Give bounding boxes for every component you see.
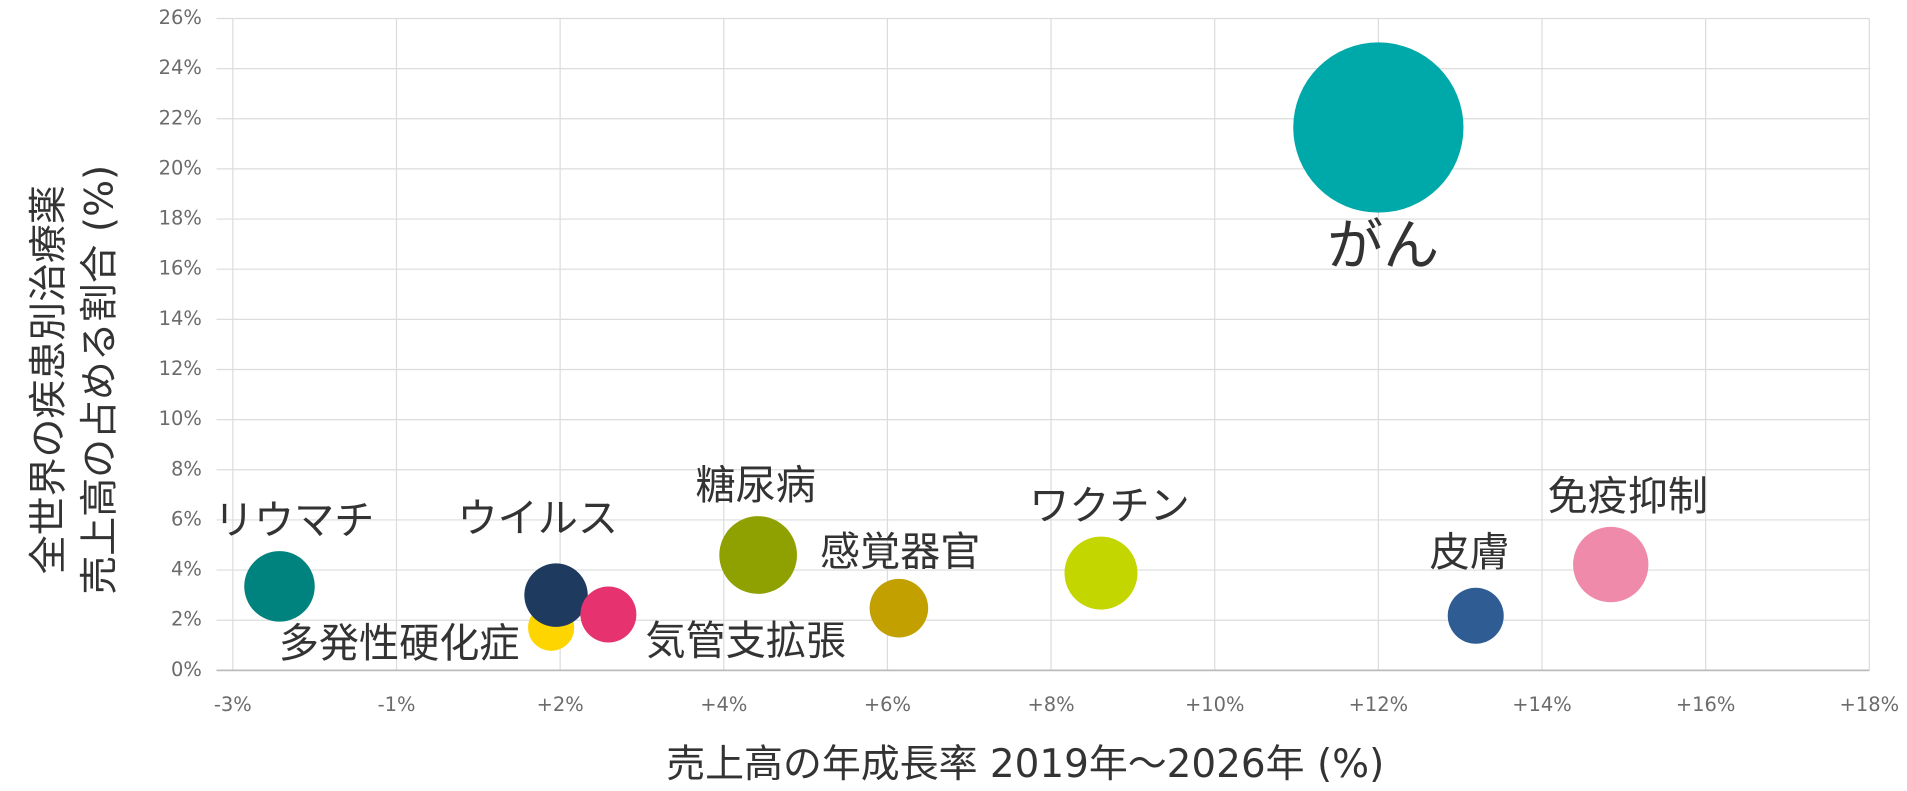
bubble-label: 糖尿病 xyxy=(696,463,816,509)
bubble-label: 免疫抑制 xyxy=(1548,474,1709,520)
y-tick-label: 18% xyxy=(159,207,202,230)
y-tick-label: 4% xyxy=(171,558,202,581)
bubble-label: 皮膚 xyxy=(1430,530,1510,576)
bubble xyxy=(524,563,588,627)
y-tick-label: 12% xyxy=(159,357,202,380)
bubble xyxy=(719,516,797,594)
bubble-label: ワクチン xyxy=(1029,484,1190,530)
bubble xyxy=(244,551,315,622)
x-tick-label: +14% xyxy=(1512,693,1572,716)
y-tick-label: 20% xyxy=(159,156,202,179)
bubble xyxy=(1293,42,1464,213)
bubble-label: ウイルス xyxy=(458,496,619,542)
bubble xyxy=(1447,587,1504,644)
bubble xyxy=(580,586,637,643)
y-tick-label: 14% xyxy=(159,307,202,330)
y-tick-label: 10% xyxy=(159,407,202,430)
y-axis-title: 売上高の占める割合 (%) xyxy=(78,165,123,595)
y-tick-label: 8% xyxy=(171,457,202,480)
y-tick-label: 16% xyxy=(159,257,202,280)
x-tick-label: +18% xyxy=(1840,693,1900,716)
x-tick-label: -3% xyxy=(214,693,252,716)
bubble xyxy=(1064,536,1138,610)
x-tick-label: +2% xyxy=(537,693,584,716)
bubble-label: がん xyxy=(1327,213,1439,278)
bubble-label: リウマチ xyxy=(214,498,374,544)
y-tick-label: 22% xyxy=(159,106,202,129)
bubble xyxy=(869,578,929,638)
bubble xyxy=(1573,526,1649,603)
y-tick-label: 2% xyxy=(171,608,202,631)
x-tick-label: -1% xyxy=(378,693,416,716)
x-axis-title: 売上高の年成長率 2019年～2026年 (%) xyxy=(666,742,1384,787)
y-tick-label: 26% xyxy=(159,6,202,29)
x-tick-label: +8% xyxy=(1028,693,1075,716)
x-tick-label: +12% xyxy=(1349,693,1409,716)
bubble-label: 気管支拡張 xyxy=(646,619,847,665)
x-tick-label: +10% xyxy=(1185,693,1245,716)
bubble-label: 感覚器官 xyxy=(820,530,981,576)
y-tick-label: 24% xyxy=(159,56,202,79)
x-tick-label: +16% xyxy=(1676,693,1736,716)
y-tick-label: 6% xyxy=(171,507,202,530)
bubble-label: 多発性硬化症 xyxy=(279,621,520,667)
y-tick-label: 0% xyxy=(171,658,202,681)
x-tick-label: +6% xyxy=(864,693,911,716)
y-axis-title: 全世界の疾患別治療薬 xyxy=(27,185,72,574)
x-tick-label: +4% xyxy=(700,693,747,716)
